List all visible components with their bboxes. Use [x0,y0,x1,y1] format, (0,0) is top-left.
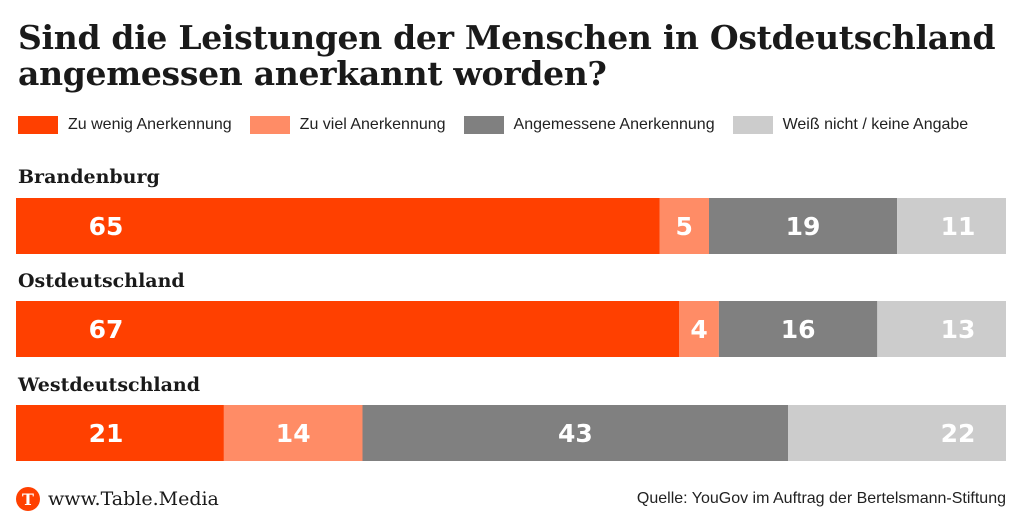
legend-label-zu-viel: Zu viel Anerkennung [299,116,446,133]
legend-item-angemessen: Angemessene Anerkennung [463,116,715,134]
category-label-brandenburg: Brandenburg [18,166,160,188]
value-label-westdeutschland-3: 22 [941,419,976,448]
legend-label-angemessen: Angemessene Anerkennung [513,116,715,133]
bar-segment-westdeutschland-2 [362,405,789,461]
value-label-westdeutschland-1: 14 [276,419,311,448]
value-label-brandenburg-3: 11 [941,212,976,241]
table-media-logo: T [16,487,40,511]
value-label-brandenburg-1: 5 [676,212,693,241]
category-label-ostdeutschland: Ostdeutschland [18,270,185,292]
legend-swatch-weiss-nicht [732,116,773,134]
brand-url: www.Table.Media [48,488,219,510]
chart-title-line-2: angemessen anerkannt worden? [18,54,607,93]
bar-segment-brandenburg-1 [659,198,709,254]
legend-item-zu-viel: Zu viel Anerkennung [249,116,446,134]
bar-segment-ostdeutschland-2 [718,301,878,357]
bar-segment-westdeutschland-0 [16,405,224,461]
value-label-ostdeutschland-1: 4 [690,315,707,344]
value-label-brandenburg-2: 19 [786,212,821,241]
value-label-ostdeutschland-3: 13 [941,315,976,344]
value-label-ostdeutschland-0: 67 [89,315,124,344]
legend-item-weiss-nicht: Weiß nicht / keine Angabe [732,116,969,134]
bar-segment-brandenburg-2 [709,198,898,254]
value-label-westdeutschland-0: 21 [89,419,124,448]
legend-label-weiss-nicht: Weiß nicht / keine Angabe [782,116,969,133]
legend: Zu wenig Anerkennung Zu viel Anerkennung… [18,113,968,137]
bar-segment-brandenburg-0 [16,198,660,254]
legend-swatch-angemessen [463,116,504,134]
category-label-westdeutschland: Westdeutschland [18,374,201,396]
legend-item-zu-wenig: Zu wenig Anerkennung [18,116,232,134]
bar-segment-ostdeutschland-1 [679,301,719,357]
bar-segment-westdeutschland-3 [788,405,1006,461]
bar-segment-ostdeutschland-0 [16,301,680,357]
value-label-ostdeutschland-2: 16 [781,315,816,344]
brand: T www.Table.Media [16,487,219,511]
bar-segment-brandenburg-3 [897,198,1006,254]
legend-swatch-zu-viel [249,116,290,134]
value-label-brandenburg-0: 65 [89,212,124,241]
legend-swatch-zu-wenig [18,116,58,134]
value-label-westdeutschland-2: 43 [558,419,593,448]
bar-segment-ostdeutschland-3 [877,301,1006,357]
chart-title: Sind die Leistungen der Menschen in Ostd… [18,20,1008,92]
legend-label-zu-wenig: Zu wenig Anerkennung [68,116,232,133]
chart-title-line-1: Sind die Leistungen der Menschen in Ostd… [18,18,996,57]
bar-segment-westdeutschland-1 [223,405,363,461]
source-note: Quelle: YouGov im Auftrag der Bertelsman… [636,490,1006,507]
